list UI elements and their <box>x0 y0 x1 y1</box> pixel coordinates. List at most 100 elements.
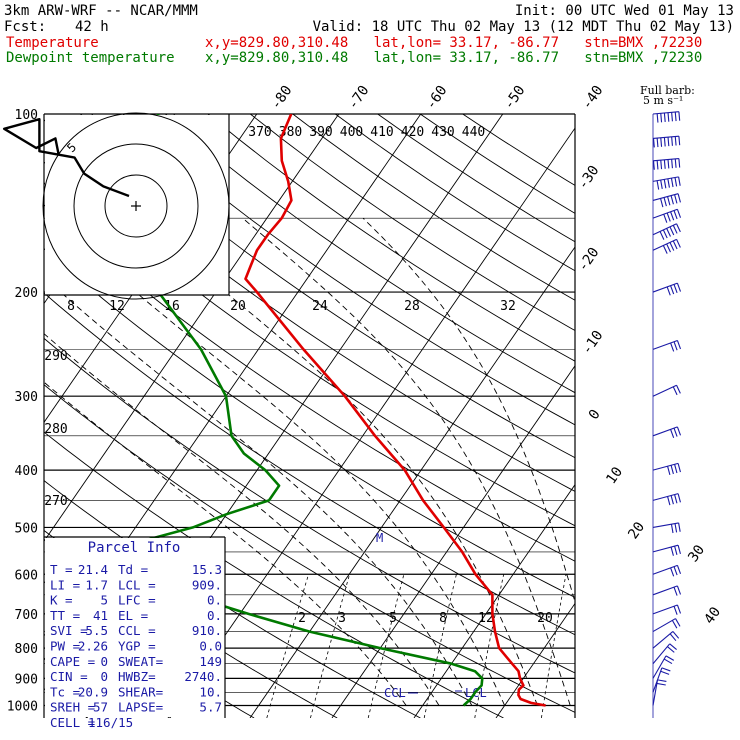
wind-barb <box>652 522 679 528</box>
wind-barb-flag <box>676 282 682 292</box>
mixing-ratio-label: 3 <box>338 611 346 626</box>
wind-barb <box>652 111 679 115</box>
wind-barb-flag <box>676 239 681 248</box>
parcel-info-key: HWBZ= <box>118 669 156 684</box>
wind-barb-flag <box>669 633 677 642</box>
wind-barb-flag <box>674 523 678 533</box>
pressure-tick-label: 600 <box>15 568 38 583</box>
wind-barb-flag <box>666 212 671 222</box>
parcel-info-key: SWEAT= <box>118 654 163 669</box>
wind-barb-flag <box>667 159 670 169</box>
wind-barb-flag <box>676 585 682 595</box>
wind-barb-flag <box>667 178 670 188</box>
wind-barb-flag <box>676 223 681 233</box>
parcel-info-value: 909. <box>192 577 222 592</box>
wind-barb-flag <box>678 158 681 168</box>
parcel-info-key: CELL = <box>50 715 95 730</box>
moist-adiabat-label: 24 <box>312 299 328 314</box>
init-time: Init: 00 UTC Wed 01 May 13 <box>514 3 734 19</box>
parcel-info-value: 149 <box>199 654 222 669</box>
theta-label: 410 <box>370 125 393 140</box>
moist-adiabat <box>242 217 571 706</box>
pressure-tick-label: 300 <box>15 390 38 405</box>
pressure-tick-label: 800 <box>15 642 38 657</box>
wind-barb-flag <box>674 494 678 504</box>
wind-barb-flag <box>678 136 681 146</box>
hodograph-ring <box>104 174 168 238</box>
mixing-ratio-line <box>310 574 350 718</box>
parcel-info-key: YGP = <box>118 639 156 654</box>
forecast-label: Fcst: <box>4 19 47 35</box>
theta-label: 370 <box>248 125 271 140</box>
mixing-ratio-label: 20 <box>537 611 553 626</box>
wind-barb <box>652 493 679 501</box>
parcel-info-key: Td = <box>118 562 148 577</box>
wind-barb-flag <box>656 113 659 123</box>
parcel-info-value: 15.3 <box>192 562 222 577</box>
pressure-tick-label: 1000 <box>7 699 38 714</box>
wind-barb <box>652 544 679 553</box>
dry-adiabat <box>80 114 575 459</box>
dry-adiabat <box>122 114 575 426</box>
parcel-info-value: 10. <box>199 684 222 699</box>
wind-barb-flag <box>656 160 659 170</box>
wind-barb-flag <box>670 524 674 534</box>
parcel-info-value: 5 <box>100 593 108 608</box>
wind-barb <box>652 208 678 219</box>
wind-barb <box>652 631 674 649</box>
wind-barb-flag <box>674 136 677 146</box>
hodograph: 5 <box>3 112 230 300</box>
theta-label: 430 <box>431 125 454 140</box>
dry-adiabat <box>335 114 575 272</box>
mixing-ratio-line <box>541 574 567 718</box>
wind-barb-flag <box>667 646 675 653</box>
dry-adiabat <box>44 431 504 718</box>
parcel-info-value: 2.26 <box>78 639 108 654</box>
wind-barb-flag <box>670 567 675 577</box>
mixing-ratio-label: 5 <box>389 611 397 626</box>
pressure-tick-label: 100 <box>15 108 38 123</box>
temperature-profile <box>244 114 546 707</box>
parcel-info-key: SREH = <box>50 700 95 715</box>
wind-barb-flag <box>674 464 678 474</box>
parcel-info-value: 0 <box>100 654 108 669</box>
dry-adiabat <box>44 247 575 598</box>
dry-adiabat <box>44 384 575 713</box>
wind-barb-flag <box>660 160 663 170</box>
wind-barb-flag <box>678 176 681 186</box>
wind-barb-flag <box>670 195 674 205</box>
isotherm-label: -20 <box>575 245 603 275</box>
wind-barb <box>652 618 676 633</box>
parcel-info-value: 5.5 <box>85 623 108 638</box>
wind-barb-flag <box>677 193 681 203</box>
wind-barb-flag <box>678 111 681 121</box>
isotherm <box>331 365 575 718</box>
mixing-ratio-label: 12 <box>478 611 494 626</box>
wind-barb-flag <box>663 112 666 123</box>
legend-temperature: Temperature <box>6 35 99 51</box>
isotherm-label: -60 <box>423 83 451 113</box>
wind-barb-flag <box>663 159 666 169</box>
wind-barb-flag <box>670 495 674 505</box>
barb-key-line1: Full barb: <box>640 84 695 97</box>
parcel-info-key: TT = <box>50 608 80 623</box>
wind-barb-flag <box>673 341 678 351</box>
wind-barb-flag <box>677 493 681 503</box>
parcel-info-value: 21.4 <box>78 562 108 577</box>
isotherm-label: 30 <box>685 542 708 565</box>
wind-barb-flag <box>676 209 682 218</box>
parcel-info-key: Tc = <box>50 684 80 699</box>
wind-barb-flag <box>676 340 682 350</box>
wind-barb-flag <box>670 342 675 352</box>
wind-barb-flag <box>663 658 673 665</box>
wind-barb-flag <box>656 682 666 686</box>
wind-barb-flag <box>672 386 678 396</box>
parcel-info-value: 1.7 <box>85 577 108 592</box>
parcel-info-key: LI = <box>50 577 80 592</box>
wind-barb-flag <box>652 138 655 148</box>
parcel-info-value: 20.9 <box>78 684 108 699</box>
theta-label: 440 <box>462 125 485 140</box>
dry-adiabat <box>0 114 5 718</box>
wind-barb <box>652 426 678 437</box>
wind-barb-flag <box>667 196 671 206</box>
